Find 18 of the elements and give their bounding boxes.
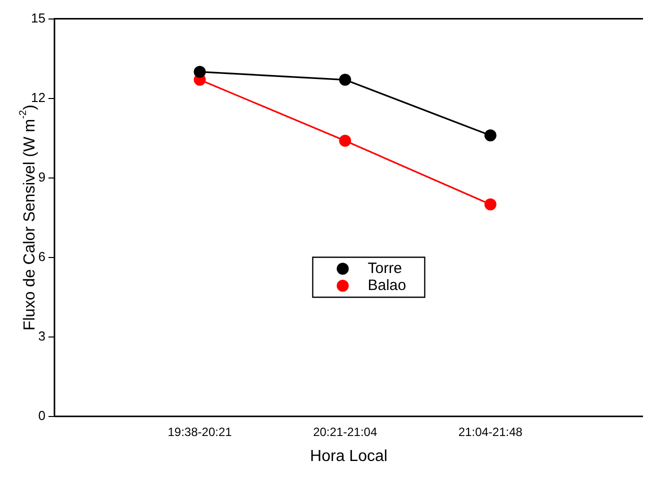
- point: [194, 66, 206, 78]
- y-tick-label: 3: [38, 328, 46, 344]
- x-axis-title: Hora Local: [310, 448, 388, 465]
- y-axis-title: Fluxo de Calor Sensivel (W m-2): [18, 104, 38, 331]
- point: [484, 129, 496, 142]
- y-tick-label: 9: [38, 169, 46, 184]
- legend-label: Torre: [368, 260, 402, 277]
- y-tick-label: 15: [30, 10, 46, 26]
- point: [339, 74, 352, 86]
- point: [339, 134, 352, 147]
- x-tick-label: 19:38-20:21: [168, 424, 232, 439]
- y-tick-label: 12: [30, 90, 46, 105]
- x-tick-label: 21:04-21:48: [458, 424, 523, 439]
- legend-label: Balao: [368, 276, 406, 294]
- x-tick-label: 20:21-21:04: [313, 424, 378, 439]
- y-tick-label: 0: [38, 408, 46, 423]
- y-tick-label: 6: [38, 248, 46, 264]
- point: [484, 198, 496, 210]
